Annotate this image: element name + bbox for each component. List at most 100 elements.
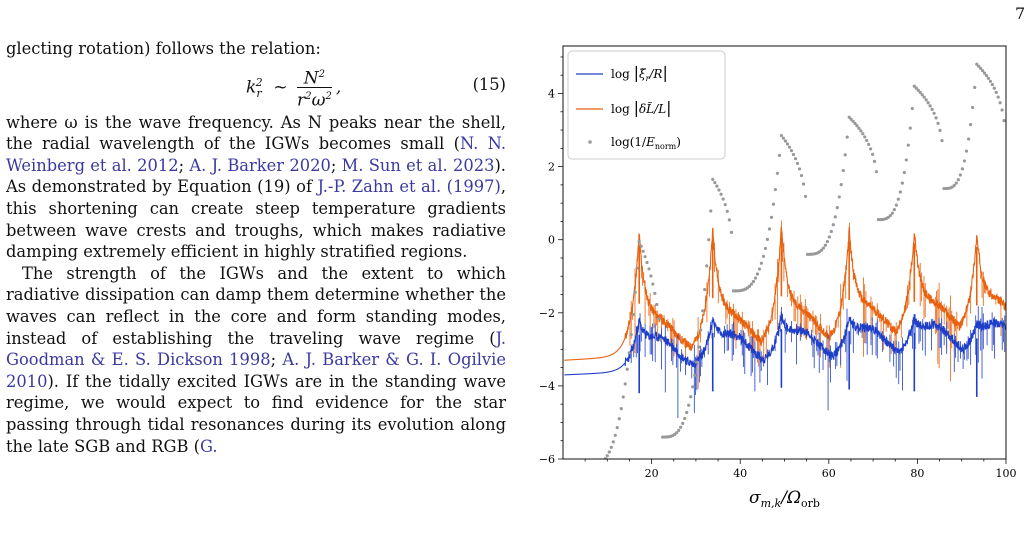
enorm-point xyxy=(867,142,871,146)
enorm-point xyxy=(649,274,653,278)
enorm-point xyxy=(723,203,727,207)
enorm-point xyxy=(892,208,896,212)
enorm-point xyxy=(635,266,639,270)
enorm-point xyxy=(588,465,591,468)
x-tick-label: 60 xyxy=(822,467,836,480)
enorm-point xyxy=(857,126,861,130)
enorm-point xyxy=(707,238,711,242)
enorm-point xyxy=(996,95,1000,99)
text-column: glecting rotation) follows the relation:… xyxy=(6,38,506,457)
enorm-point xyxy=(613,433,617,437)
enorm-point xyxy=(607,450,611,454)
enorm-point xyxy=(777,153,782,157)
enorm-point xyxy=(639,244,643,248)
enorm-point xyxy=(657,317,661,321)
series-dl-line xyxy=(564,226,1006,361)
enorm-point xyxy=(930,107,934,111)
enorm-point xyxy=(727,218,731,222)
enorm-point xyxy=(598,463,601,466)
legend-box xyxy=(567,50,726,160)
citation-link[interactable]: G. xyxy=(199,436,218,456)
enorm-point xyxy=(863,135,867,139)
enorm-point xyxy=(586,465,589,468)
enorm-point xyxy=(653,291,657,295)
page-number: 7 xyxy=(1015,4,1026,23)
enorm-point xyxy=(1002,119,1006,123)
enorm-point xyxy=(783,139,788,143)
enorm-point xyxy=(837,195,841,199)
enorm-point xyxy=(890,211,894,215)
enorm-point xyxy=(590,465,593,468)
enorm-point xyxy=(705,264,709,268)
equation-15: kr2 ~ N2 r2ω2, (15) xyxy=(6,60,506,112)
enorm-point xyxy=(833,215,837,219)
enorm-point xyxy=(977,64,981,68)
enorm-point xyxy=(934,116,938,120)
legend-swatch-enorm xyxy=(588,140,592,144)
enorm-point xyxy=(629,333,633,337)
enorm-point xyxy=(647,267,651,271)
y-tick-label: −6 xyxy=(539,453,555,466)
y-tick-label: 2 xyxy=(548,161,555,174)
enorm-point xyxy=(973,85,977,90)
enorm-point xyxy=(619,406,623,411)
enorm-point xyxy=(709,209,713,213)
enorm-point xyxy=(749,282,754,286)
enorm-point xyxy=(767,227,772,231)
x-tick-label: 80 xyxy=(910,467,924,480)
x-tick-label: 20 xyxy=(645,467,659,480)
enorm-point xyxy=(936,121,940,125)
enorm-point xyxy=(795,161,800,166)
enorm-point xyxy=(605,454,609,458)
enorm-point xyxy=(979,66,983,71)
enorm-point xyxy=(910,106,914,111)
citation-link[interactable]: N. N. Weinberg et al. 2012 xyxy=(6,134,507,175)
enorm-point xyxy=(853,121,857,126)
enorm-point xyxy=(747,284,752,288)
enorm-point xyxy=(938,128,942,132)
citation-link[interactable]: M. Sun et al. 2023 xyxy=(341,155,495,175)
enorm-point xyxy=(971,105,975,110)
enorm-point xyxy=(960,167,965,171)
enorm-point xyxy=(627,351,631,355)
enorm-point xyxy=(681,421,685,425)
enorm-point xyxy=(894,203,898,207)
enorm-point xyxy=(711,177,715,182)
enorm-point xyxy=(825,239,829,244)
citation-link[interactable]: A. J. Barker 2020 xyxy=(189,155,331,175)
enorm-point xyxy=(799,173,804,178)
enorm-point xyxy=(631,312,635,317)
text-run: ; xyxy=(178,155,190,175)
chart: 20 40 60 80 100 −6 −4 −2 0 2 4 σm,k/Ωorb log |ξ̃r/R|… xyxy=(539,45,1017,510)
text-run: ). As demonstrated by Equation (19) of xyxy=(6,155,506,197)
enorm-point xyxy=(998,101,1002,105)
enorm-point xyxy=(621,395,625,399)
enorm-point xyxy=(990,83,994,87)
enorm-point xyxy=(787,145,792,149)
enorm-point xyxy=(594,464,597,467)
figure: 20 40 60 80 100 −6 −4 −2 0 2 4 σm,k/Ωorb log |ξ̃r/R|… xyxy=(520,30,1030,540)
enorm-point xyxy=(969,122,973,127)
enorm-point xyxy=(797,167,802,171)
enorm-point xyxy=(687,403,691,407)
enorm-point xyxy=(757,267,762,271)
enorm-point xyxy=(926,101,930,105)
citation-link[interactable]: J.-P. Zahn et al. (1997) xyxy=(317,177,501,197)
enorm-point xyxy=(600,461,603,464)
enorm-point xyxy=(932,111,936,115)
citation-link[interactable]: J. Goodman & E. S. Dickson 1998 xyxy=(6,328,506,370)
text-run: ). If the tidally excited IGWs are in th… xyxy=(6,371,506,456)
enorm-point xyxy=(855,124,859,128)
enorm-point xyxy=(975,62,979,66)
enorm-point xyxy=(697,345,701,349)
x-tick-label: 100 xyxy=(996,467,1017,480)
citation-link[interactable]: A. J. Barker & G. I. Ogilvie 2010 xyxy=(6,350,506,391)
enorm-point xyxy=(609,445,613,449)
enorm-point xyxy=(984,74,989,78)
enorm-point xyxy=(765,237,770,241)
enorm-point xyxy=(981,69,985,73)
enorm-point xyxy=(819,248,824,252)
enorm-point xyxy=(789,149,794,153)
paragraph-2: The strength of the IGWs and the extent … xyxy=(6,263,506,457)
equation-math: kr2 ~ N2 r2ω2, xyxy=(246,66,341,110)
